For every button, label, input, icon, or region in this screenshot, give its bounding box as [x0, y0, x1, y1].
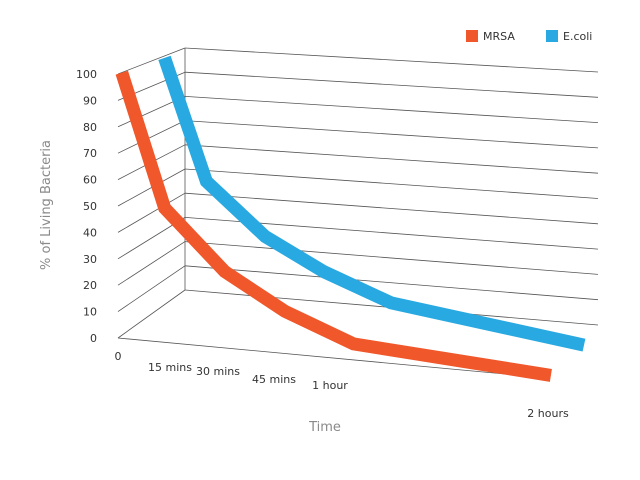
legend-label: MRSA: [483, 30, 515, 43]
legend-swatch: [466, 30, 478, 42]
x-tick-label: 1 hour: [312, 379, 348, 392]
y-tick-label: 40: [83, 226, 97, 239]
grid-side-line: [117, 265, 186, 312]
y-tick-labels: 0 10 20 30 40 50 60 70 80 90 100: [76, 68, 97, 345]
grid-line: [184, 71, 599, 98]
legend-label: E.coli: [563, 30, 592, 43]
y-tick-label: 70: [83, 147, 97, 160]
x-tick-label: 0: [115, 350, 122, 363]
x-tick-label: 30 mins: [196, 365, 240, 378]
grid-line: [184, 120, 599, 149]
grid-layer: [117, 47, 599, 379]
y-tick-label: 80: [83, 121, 97, 134]
grid-side-line: [117, 47, 186, 75]
y-tick-label: 60: [83, 174, 97, 187]
grid-side-line: [117, 120, 186, 154]
x-tick-labels: 0 15 mins 30 mins 45 mins 1 hour 2 hours: [115, 350, 569, 420]
grid-line: [184, 96, 599, 123]
grid-side-line: [117, 241, 186, 286]
x-tick-label: 2 hours: [527, 407, 569, 420]
series-layer: [115, 55, 586, 382]
grid-line: [184, 168, 599, 199]
grid-line: [184, 265, 599, 301]
legend: MRSA E.coli: [466, 30, 592, 43]
grid-line: [184, 144, 599, 174]
y-tick-label: 90: [83, 94, 97, 107]
y-tick-label: 30: [83, 253, 97, 266]
legend-swatch: [546, 30, 558, 42]
series-line-e-coli: [158, 55, 586, 352]
y-tick-label: 100: [76, 68, 97, 81]
y-tick-label: 20: [83, 279, 97, 292]
grid-side-line: [117, 192, 186, 233]
grid-side-line: [117, 289, 186, 339]
grid-line: [184, 192, 599, 225]
y-tick-label: 50: [83, 200, 97, 213]
y-tick-label: 0: [90, 332, 97, 345]
x-tick-label: 15 mins: [148, 361, 192, 374]
x-tick-label: 45 mins: [252, 373, 296, 386]
grid-line: [184, 241, 599, 275]
x-axis-line: [117, 337, 549, 379]
y-tick-label: 10: [83, 306, 97, 319]
y-axis-title: % of Living Bacteria: [39, 140, 54, 270]
grid-line: [184, 47, 599, 73]
series-line-mrsa: [115, 70, 552, 382]
x-axis-title: Time: [308, 420, 341, 435]
